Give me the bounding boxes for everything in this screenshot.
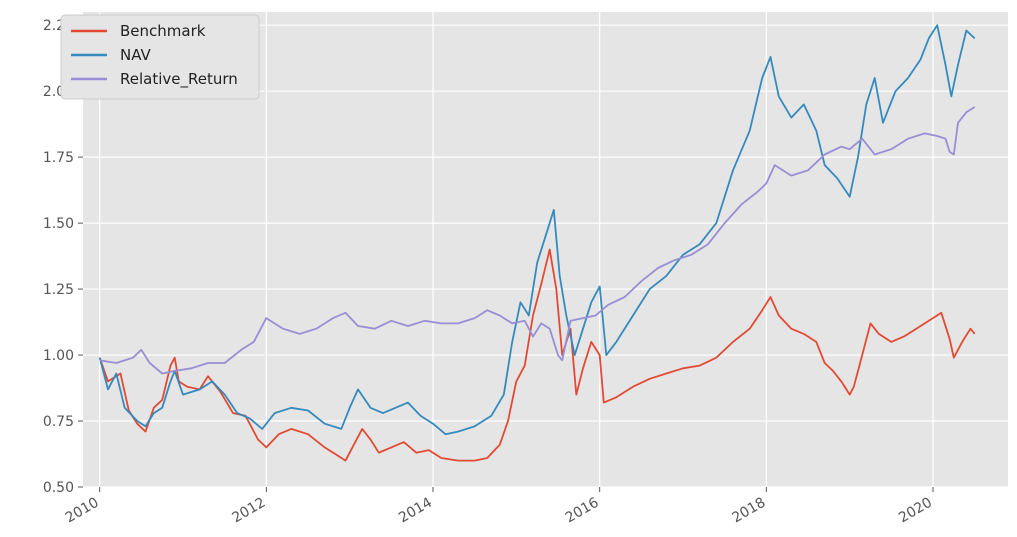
legend-label: Benchmark — [120, 22, 206, 40]
legend-box — [60, 14, 260, 100]
legend-label: NAV — [120, 46, 152, 64]
y-axis: 0.500.751.001.251.501.752.002.25 — [43, 18, 83, 496]
y-tick-label: 1.25 — [43, 282, 74, 298]
y-tick-label: 1.75 — [43, 150, 74, 166]
series-line-relative-return — [99, 106, 976, 375]
legend-label: Relative_Return — [120, 70, 238, 89]
grid — [83, 12, 1008, 488]
series-line-nav — [98, 24, 976, 436]
x-tick-label: 2018 — [729, 495, 768, 527]
x-tick-label: 2020 — [896, 495, 935, 527]
x-tick-label: 2016 — [563, 495, 602, 527]
series-line-benchmark — [98, 248, 976, 462]
series-lines — [98, 24, 976, 462]
y-tick-label: 0.75 — [43, 414, 74, 430]
x-tick-label: 2014 — [396, 495, 435, 527]
y-tick-label: 1.50 — [43, 216, 74, 232]
x-tick-label: 2010 — [63, 495, 102, 527]
x-axis: 2010 2012 2014 2016 2018 2020 — [63, 487, 935, 526]
y-tick-label: 0.50 — [43, 480, 74, 496]
legend: Benchmark NAV Relative_Return — [60, 14, 260, 100]
x-tick-label: 2012 — [229, 495, 268, 527]
y-tick-label: 1.00 — [43, 348, 74, 364]
